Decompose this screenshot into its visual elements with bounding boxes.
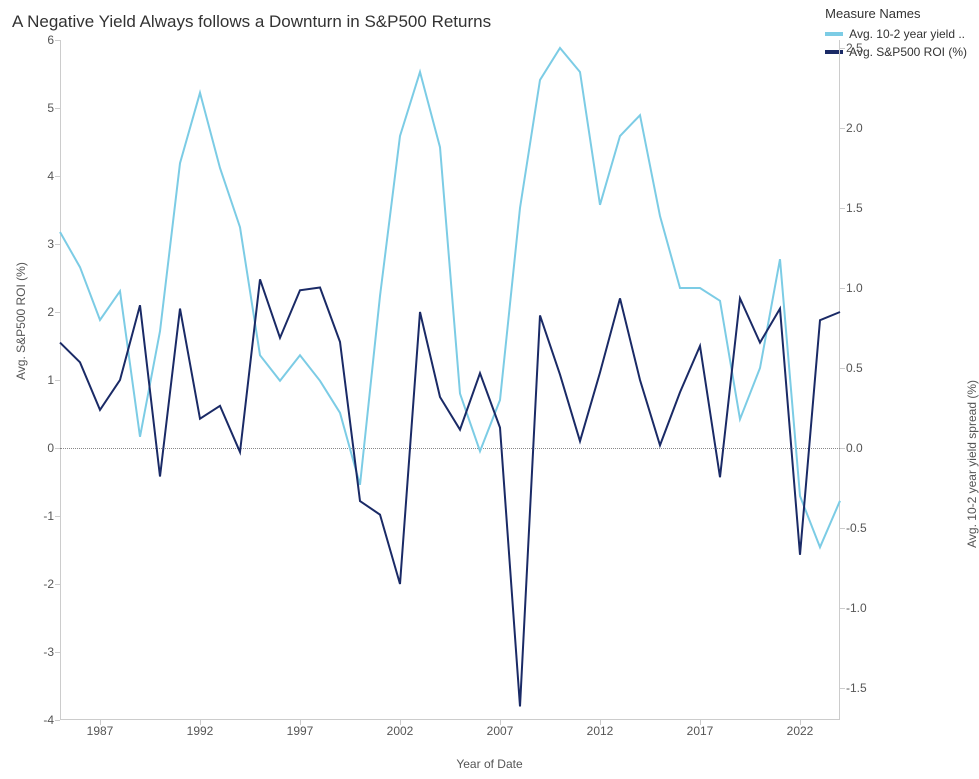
x-tick: 2022 bbox=[787, 724, 814, 738]
legend-label-yield: Avg. 10-2 year yield .. bbox=[849, 27, 965, 41]
y-left-tick: 5 bbox=[4, 101, 54, 115]
x-tick: 1997 bbox=[287, 724, 314, 738]
legend-swatch-yield bbox=[825, 32, 843, 36]
y-left-tick: 6 bbox=[4, 33, 54, 47]
y-right-tick: 1.5 bbox=[846, 201, 896, 215]
line-series-yield bbox=[60, 48, 840, 547]
y-left-tick: -2 bbox=[4, 577, 54, 591]
y-right-tick: 0.0 bbox=[846, 441, 896, 455]
y-left-tick: 3 bbox=[4, 237, 54, 251]
x-tick: 1992 bbox=[187, 724, 214, 738]
line-series-roi bbox=[60, 279, 840, 706]
y-left-tick: 2 bbox=[4, 305, 54, 319]
y-left-tick: 0 bbox=[4, 441, 54, 455]
x-tick: 2017 bbox=[687, 724, 714, 738]
y-right-tick: 2.0 bbox=[846, 121, 896, 135]
y-right-tick: -1.5 bbox=[846, 681, 896, 695]
x-tick: 2007 bbox=[487, 724, 514, 738]
legend-item-yield: Avg. 10-2 year yield .. bbox=[825, 27, 967, 41]
y-right-axis-label: Avg. 10-2 year yield spread (%) bbox=[965, 380, 979, 548]
y-right-tick: -1.0 bbox=[846, 601, 896, 615]
line-series-svg bbox=[60, 40, 840, 720]
y-right-tick: -0.5 bbox=[846, 521, 896, 535]
x-axis-label: Year of Date bbox=[0, 757, 979, 771]
y-left-axis-label: Avg. S&P500 ROI (%) bbox=[14, 262, 28, 380]
x-tick: 1987 bbox=[87, 724, 114, 738]
plot-area bbox=[60, 40, 840, 720]
y-left-tick: -1 bbox=[4, 509, 54, 523]
y-right-tick: 2.5 bbox=[846, 41, 896, 55]
chart-title: A Negative Yield Always follows a Downtu… bbox=[12, 12, 491, 32]
chart-container: A Negative Yield Always follows a Downtu… bbox=[0, 0, 979, 779]
y-left-tick: -3 bbox=[4, 645, 54, 659]
legend-title: Measure Names bbox=[825, 6, 967, 21]
y-left-tick: 4 bbox=[4, 169, 54, 183]
y-right-tick: 1.0 bbox=[846, 281, 896, 295]
y-left-tick: -4 bbox=[4, 713, 54, 727]
y-right-tick: 0.5 bbox=[846, 361, 896, 375]
x-tick: 2002 bbox=[387, 724, 414, 738]
y-left-tick: 1 bbox=[4, 373, 54, 387]
x-tick: 2012 bbox=[587, 724, 614, 738]
